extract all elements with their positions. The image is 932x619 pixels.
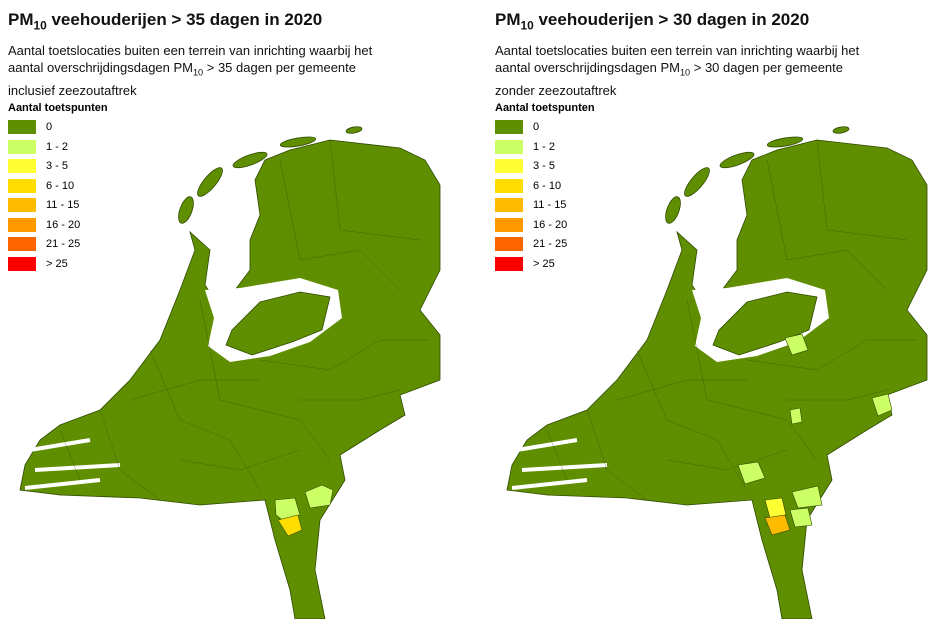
region-right <box>764 497 787 519</box>
subtitle-line: Aantal toetslocaties buiten een terrein … <box>495 42 859 59</box>
legend-label: 6 - 10 <box>46 179 75 192</box>
legend-label: 0 <box>46 121 53 133</box>
subtitle-line: aantal overschrijdingsdagen PM10 > 35 da… <box>8 59 372 82</box>
legend-label: 1 - 2 <box>533 140 556 153</box>
subtitle: Aantal toetslocaties buiten een terrein … <box>8 42 372 99</box>
legend-swatch <box>8 139 36 154</box>
text: > 35 dagen per gemeente <box>203 60 356 75</box>
legend-label: 21 - 25 <box>533 238 568 250</box>
subscript: 10 <box>520 18 534 33</box>
legend-label: 3 - 5 <box>46 160 69 172</box>
title: PM10 veehouderijen > 35 dagen in 2020 <box>8 10 322 32</box>
region-left <box>277 514 303 537</box>
subscript: 10 <box>193 67 204 78</box>
region-right <box>764 514 791 536</box>
text: aantal overschrijdingsdagen PM <box>8 60 193 75</box>
subtitle-line: aantal overschrijdingsdagen PM10 > 30 da… <box>495 59 859 82</box>
subtitle-line: inclusief zeezoutaftrek <box>8 82 372 99</box>
legend-swatch <box>8 217 36 232</box>
legend-swatch <box>495 237 523 251</box>
text: inclusief zeezoutaftrek <box>8 82 137 98</box>
legend-label: 1 - 2 <box>46 140 69 153</box>
legend-swatch <box>495 198 523 212</box>
legend-swatch <box>8 120 36 134</box>
legend-label: > 25 <box>46 257 68 270</box>
legend-swatch <box>8 198 36 212</box>
legend-label: 3 - 5 <box>533 160 556 172</box>
legend-swatch <box>495 178 523 193</box>
panel: PM10 veehouderijen > 35 dagen in 2020 Aan… <box>0 0 460 619</box>
text: > 30 dagen per gemeente <box>690 60 843 75</box>
legend-swatch <box>495 217 523 232</box>
region-right <box>789 407 803 425</box>
legend-label: 16 - 20 <box>533 218 568 231</box>
region-right <box>871 393 893 417</box>
subtitle-line: Aantal toetslocaties buiten een terrein … <box>8 42 372 59</box>
legend-swatch <box>495 120 523 134</box>
subtitle: Aantal toetslocaties buiten een terrein … <box>495 42 859 99</box>
legend-title: Aantal toetspunten <box>495 102 595 114</box>
legend-swatch <box>8 256 36 271</box>
region-left <box>304 484 334 509</box>
panel: PM10 veehouderijen > 30 dagen in 2020 Aan… <box>487 0 932 619</box>
legend-label: 21 - 25 <box>46 238 81 250</box>
subtitle-line: zonder zeezoutaftrek <box>495 82 859 99</box>
legend-label: 11 - 15 <box>46 199 80 211</box>
text: PM <box>8 10 34 29</box>
legend-swatch <box>495 139 523 154</box>
text: veehouderijen > 35 dagen in 2020 <box>46 10 323 29</box>
legend-swatch <box>8 159 36 173</box>
legend-label: 0 <box>533 121 540 133</box>
legend-swatch <box>495 256 523 271</box>
subscript: 10 <box>33 18 47 33</box>
text: zonder zeezoutaftrek <box>495 82 617 98</box>
text: Aantal toetslocaties buiten een terrein … <box>495 43 860 58</box>
subscript: 10 <box>680 67 691 78</box>
text: veehouderijen > 30 dagen in 2020 <box>533 10 810 29</box>
legend-label: 11 - 15 <box>533 199 567 211</box>
text: PM <box>495 10 521 29</box>
legend-swatch <box>8 237 36 251</box>
text: aantal overschrijdingsdagen PM <box>495 60 680 75</box>
legend-label: 16 - 20 <box>46 218 81 231</box>
region-right <box>789 507 813 528</box>
title: PM10 veehouderijen > 30 dagen in 2020 <box>495 10 809 32</box>
region-right <box>791 485 823 509</box>
legend-swatch <box>8 178 36 193</box>
region-right <box>784 333 809 356</box>
legend-title: Aantal toetspunten <box>8 102 108 114</box>
legend-label: 6 - 10 <box>533 179 562 192</box>
text: Aantal toetslocaties buiten een terrein … <box>8 43 373 58</box>
legend-label: > 25 <box>533 257 555 270</box>
legend-swatch <box>495 159 523 173</box>
region-right <box>737 461 766 485</box>
